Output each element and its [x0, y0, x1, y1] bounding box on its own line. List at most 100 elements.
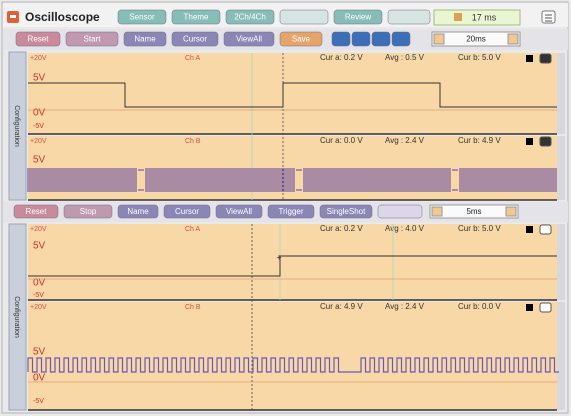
toolbar-button-label: Start [84, 35, 102, 44]
panel-toggle[interactable] [539, 53, 552, 64]
toolbar-button[interactable] [63, 204, 113, 219]
toolbar-button-disabled[interactable] [377, 204, 423, 219]
level-label: -5V [33, 123, 44, 130]
level-label: 5V [33, 241, 46, 252]
color-swatch[interactable] [526, 304, 533, 311]
toolbar-button-label: Trigger [278, 207, 303, 216]
range-label: +20V [30, 304, 47, 311]
readout: Cur b: 0.0 V [458, 302, 501, 311]
tab-label: Theme [184, 13, 209, 22]
channel-label: Ch B [185, 138, 201, 145]
timebase-slider[interactable] [431, 31, 521, 47]
readout: Cur b: 5.0 V [458, 53, 501, 62]
readout: Avg : 2.4 V [385, 302, 425, 311]
readout: Cur a: 4.9 V [320, 302, 363, 311]
toolbar-button[interactable] [13, 204, 59, 219]
toolbar-button[interactable] [215, 204, 263, 219]
nav-button[interactable] [331, 31, 351, 47]
level-label: -5V [33, 292, 44, 299]
tab[interactable] [171, 9, 221, 25]
toolbar-button[interactable] [171, 31, 219, 47]
tab-label: Sensor [129, 13, 155, 22]
range-label: +20V [30, 138, 47, 145]
toolbar-button[interactable] [123, 31, 167, 47]
toolbar-button[interactable] [319, 204, 373, 219]
scope-panel [28, 53, 557, 134]
toolbar-button[interactable] [223, 31, 275, 47]
slider-right[interactable] [505, 206, 517, 217]
menu-icon[interactable] [541, 10, 556, 24]
tab[interactable] [117, 9, 167, 25]
trigger-marker: + [276, 252, 281, 262]
level-label: 0V [33, 108, 46, 119]
timebase-slider[interactable] [429, 204, 519, 219]
app-title: Oscilloscope [25, 10, 100, 24]
timebase-value: 20ms [466, 35, 486, 44]
range-label: +20V [30, 226, 47, 233]
panel-scroll [557, 302, 565, 410]
waveform [138, 169, 144, 191]
side-label: Configuration [13, 296, 20, 338]
panel-scroll [557, 224, 565, 300]
channel-label: Ch A [185, 226, 201, 233]
side-bar[interactable] [8, 51, 27, 201]
tab[interactable] [225, 9, 275, 25]
toolbar-button[interactable] [117, 204, 159, 219]
nav-button[interactable] [391, 31, 411, 47]
toolbar-button-label: SingleShot [327, 207, 366, 216]
toolbar-button-label: Name [127, 207, 149, 216]
tab-disabled[interactable] [279, 9, 329, 25]
toolbar-button-label: Name [134, 35, 156, 44]
readout: Cur a: 0.2 V [320, 224, 363, 233]
readout: Cur b: 5.0 V [458, 224, 501, 233]
readout: Cur b: 4.9 V [458, 136, 501, 145]
channel-label: Ch B [185, 304, 201, 311]
panel-toggle[interactable] [539, 136, 552, 147]
tab-disabled[interactable] [387, 9, 431, 25]
panel-toggle[interactable] [539, 224, 552, 235]
waveform [28, 82, 557, 108]
range-label: +20V [30, 55, 47, 62]
channel-label: Ch A [185, 55, 201, 62]
tab[interactable] [333, 9, 383, 25]
scope-panel [28, 302, 557, 410]
nav-button[interactable] [351, 31, 371, 47]
tab-label: 2Ch/4Ch [234, 13, 266, 22]
slider-left[interactable] [433, 33, 445, 45]
toolbar-button-label: Reset [26, 207, 48, 216]
tab-label: Review [345, 13, 371, 22]
color-swatch[interactable] [526, 138, 533, 145]
panel-toggle[interactable] [539, 302, 552, 313]
waveform [27, 168, 557, 192]
slider-left[interactable] [431, 206, 443, 217]
color-swatch[interactable] [526, 226, 533, 233]
timebase-value: 5ms [466, 207, 481, 216]
toolbar-button-label: Cursor [175, 207, 199, 216]
slider-right[interactable] [507, 33, 519, 45]
toolbar-button-label: Cursor [183, 35, 207, 44]
readout: Avg : 2.4 V [385, 136, 425, 145]
side-bar[interactable] [8, 223, 27, 411]
toolbar-button[interactable] [65, 31, 119, 47]
toolbar-button-label: ViewAll [226, 207, 252, 216]
panel-scroll [557, 53, 565, 134]
level-label: 5V [33, 347, 46, 358]
toolbar-button-label: ViewAll [236, 35, 262, 44]
toolbar-button[interactable] [279, 31, 323, 47]
scope-panel [28, 224, 557, 300]
toolbar-button[interactable] [163, 204, 211, 219]
nav-button[interactable] [371, 31, 391, 47]
waveform [296, 169, 302, 191]
toolbar-button[interactable] [267, 204, 315, 219]
toolbar-button[interactable] [15, 31, 61, 47]
app-icon-mark [10, 15, 16, 18]
color-swatch[interactable] [526, 55, 533, 62]
waveform [27, 357, 559, 373]
readout: Cur a: 0.2 V [320, 53, 363, 62]
panel-scroll [557, 136, 565, 200]
level-label: -5V [33, 398, 44, 405]
level-label: 5V [33, 73, 46, 84]
waveform [452, 169, 458, 191]
level-label: 5V [33, 155, 46, 166]
